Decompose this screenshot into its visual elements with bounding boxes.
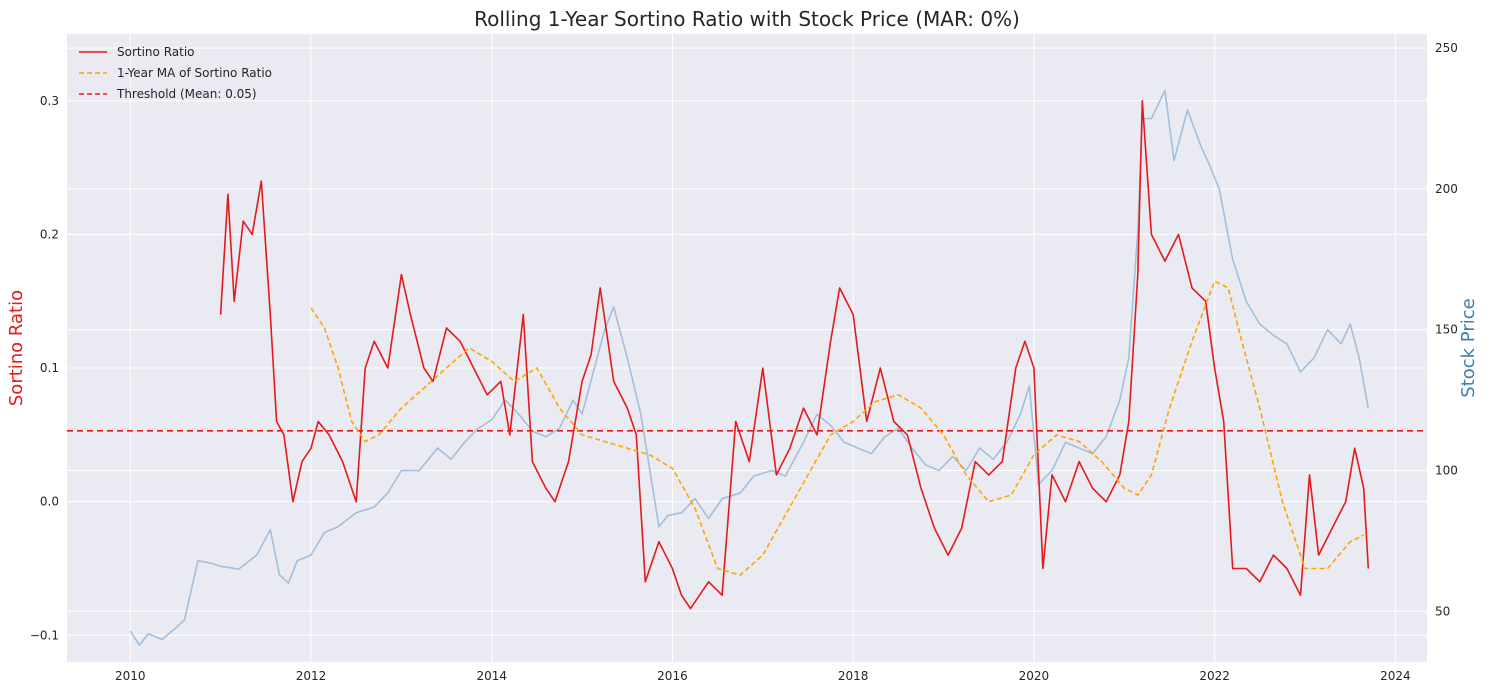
y-right-tick-label: 100: [1435, 464, 1458, 478]
y-right-axis-label: Stock Price: [1458, 298, 1479, 397]
x-tick-label: 2022: [1199, 669, 1230, 683]
x-tick-label: 2014: [476, 669, 507, 683]
sortino-series-layer: [219, 100, 1370, 610]
legend-label: Sortino Ratio: [117, 45, 195, 59]
chart-title: Rolling 1-Year Sortino Ratio with Stock …: [474, 7, 1020, 31]
x-tick-label: 2010: [115, 669, 146, 683]
legend: Sortino Ratio 1-Year MA of Sortino Ratio T…: [79, 45, 272, 101]
x-tick-label: 2016: [657, 669, 688, 683]
x-tick-label: 2024: [1380, 669, 1411, 683]
y-left-tick-label: 0.2: [40, 227, 59, 241]
plot-background: [67, 34, 1427, 662]
y-left-axis-ticks: −0.1 0.0 0.1 0.2 0.3: [30, 94, 59, 642]
y-left-tick-label: 0.0: [40, 495, 59, 509]
y-right-tick-label: 150: [1435, 323, 1458, 337]
price-series-layer: [129, 89, 1370, 646]
gridlines: [67, 34, 1427, 662]
x-axis-ticks: 2010 2012 2014 2016 2018 2020 2022 2024: [115, 669, 1411, 683]
y-right-axis-ticks: 50 100 150 200 250: [1435, 41, 1458, 618]
y-right-tick-label: 50: [1435, 604, 1450, 618]
x-tick-label: 2020: [1019, 669, 1050, 683]
legend-label: Threshold (Mean: 0.05): [116, 87, 257, 101]
stock-price-line: [129, 89, 1370, 646]
x-tick-label: 2012: [296, 669, 327, 683]
sortino-ratio-line: [219, 100, 1370, 610]
y-left-tick-label: 0.1: [40, 361, 59, 375]
x-tick-label: 2018: [838, 669, 869, 683]
y-left-axis-label: Sortino Ratio: [6, 290, 27, 406]
y-right-tick-label: 250: [1435, 41, 1458, 55]
legend-label: 1-Year MA of Sortino Ratio: [117, 66, 272, 80]
y-right-tick-label: 200: [1435, 182, 1458, 196]
y-left-tick-label: 0.3: [40, 94, 59, 108]
y-left-tick-label: −0.1: [30, 628, 59, 642]
